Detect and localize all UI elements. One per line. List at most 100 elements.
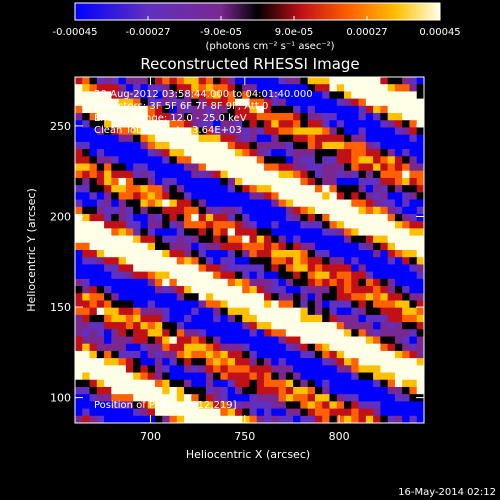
heatmap-cell — [329, 322, 338, 330]
heatmap-cell — [154, 365, 163, 374]
heatmap-cell — [285, 213, 294, 222]
heatmap-cell — [125, 322, 134, 330]
heatmap-cell — [104, 156, 112, 165]
heatmap-cell — [416, 98, 424, 107]
heatmap-cell — [402, 250, 411, 258]
heatmap-cell — [314, 199, 323, 208]
heatmap-cell — [394, 192, 403, 201]
heatmap-cell — [176, 401, 185, 410]
heatmap-cell — [220, 206, 229, 215]
heatmap-cell — [213, 314, 222, 323]
heatmap-cell — [234, 365, 243, 374]
heatmap-cell — [416, 156, 424, 165]
heatmap-cell — [82, 322, 91, 330]
heatmap-cell — [380, 329, 389, 338]
heatmap-cell — [96, 401, 105, 410]
heatmap-cell — [256, 141, 265, 150]
heatmap-cell — [169, 250, 178, 258]
heatmap-cell — [205, 113, 214, 121]
x-tick-label: 800 — [329, 430, 350, 443]
heatmap-cell — [162, 293, 171, 302]
heatmap-cell — [394, 120, 403, 129]
heatmap-cell — [300, 199, 309, 208]
heatmap-cell — [176, 415, 185, 423]
heatmap-cell — [227, 149, 236, 157]
heatmap-cell — [118, 221, 127, 229]
heatmap-cell — [373, 91, 381, 100]
heatmap-cell — [176, 127, 185, 136]
heatmap-cell — [191, 350, 200, 359]
heatmap-cell — [256, 386, 265, 395]
heatmap-cell — [271, 336, 280, 345]
heatmap-cell — [118, 228, 127, 237]
heatmap-cell — [75, 235, 83, 244]
heatmap-cell — [249, 415, 258, 423]
heatmap-cell — [125, 372, 134, 381]
heatmap-cell — [256, 177, 265, 186]
heatmap-cell — [184, 264, 192, 273]
heatmap-cell — [234, 98, 243, 107]
heatmap-cell — [271, 329, 280, 338]
heatmap-cell — [322, 408, 331, 417]
heatmap-cell — [336, 84, 345, 93]
heatmap-cell — [264, 250, 272, 258]
heatmap-cell — [329, 401, 338, 410]
heatmap-cell — [409, 98, 418, 107]
heatmap-cell — [365, 336, 374, 345]
heatmap-cell — [133, 163, 142, 172]
heatmap-cell — [387, 415, 396, 423]
heatmap-cell — [75, 91, 83, 100]
heatmap-cell — [336, 379, 345, 388]
heatmap-cell — [176, 350, 185, 359]
heatmap-cell — [96, 372, 105, 381]
heatmap-cell — [358, 358, 367, 366]
heatmap-cell — [307, 264, 316, 273]
heatmap-cell — [118, 257, 127, 266]
heatmap-cell — [365, 401, 374, 410]
heatmap-cell — [220, 242, 229, 251]
heatmap-cell — [234, 221, 243, 229]
heatmap-cell — [307, 300, 316, 309]
heatmap-cell — [416, 293, 424, 302]
heatmap-cell — [133, 213, 142, 222]
heatmap-cell — [169, 199, 178, 208]
heatmap-cell — [213, 84, 222, 93]
heatmap-cell — [329, 264, 338, 273]
heatmap-cell — [220, 257, 229, 266]
heatmap-cell — [307, 199, 316, 208]
heatmap-cell — [118, 415, 127, 423]
heatmap-cell — [118, 401, 127, 410]
heatmap-cell — [264, 415, 272, 423]
heatmap-cell — [307, 415, 316, 423]
heatmap-cell — [249, 372, 258, 381]
heatmap-cell — [409, 221, 418, 229]
heatmap-cell — [111, 264, 120, 273]
heatmap-cell — [125, 264, 134, 273]
heatmap-cell — [118, 105, 127, 114]
heatmap-cell — [154, 98, 163, 107]
heatmap-cell — [213, 358, 222, 366]
heatmap-cell — [184, 408, 192, 417]
heatmap-cell — [365, 293, 374, 302]
heatmap-cell — [358, 336, 367, 345]
heatmap-cell — [336, 206, 345, 215]
heatmap-cell — [89, 307, 98, 316]
heatmap-cell — [220, 401, 229, 410]
heatmap-cell — [75, 177, 83, 186]
heatmap-cell — [285, 379, 294, 388]
heatmap-cell — [125, 386, 134, 395]
heatmap-cell — [227, 127, 236, 136]
heatmap-cell — [307, 134, 316, 143]
heatmap-cell — [344, 250, 352, 258]
heatmap-cell — [358, 141, 367, 150]
heatmap-cell — [264, 141, 272, 150]
heatmap-cell — [140, 228, 149, 237]
heatmap-cell — [300, 113, 309, 121]
heatmap-cell — [394, 386, 403, 395]
heatmap-cell — [336, 221, 345, 229]
heatmap-cell — [184, 127, 192, 136]
heatmap-cell — [380, 286, 389, 294]
heatmap-cell — [147, 105, 156, 114]
heatmap-cell — [416, 365, 424, 374]
heatmap-cell — [176, 372, 185, 381]
